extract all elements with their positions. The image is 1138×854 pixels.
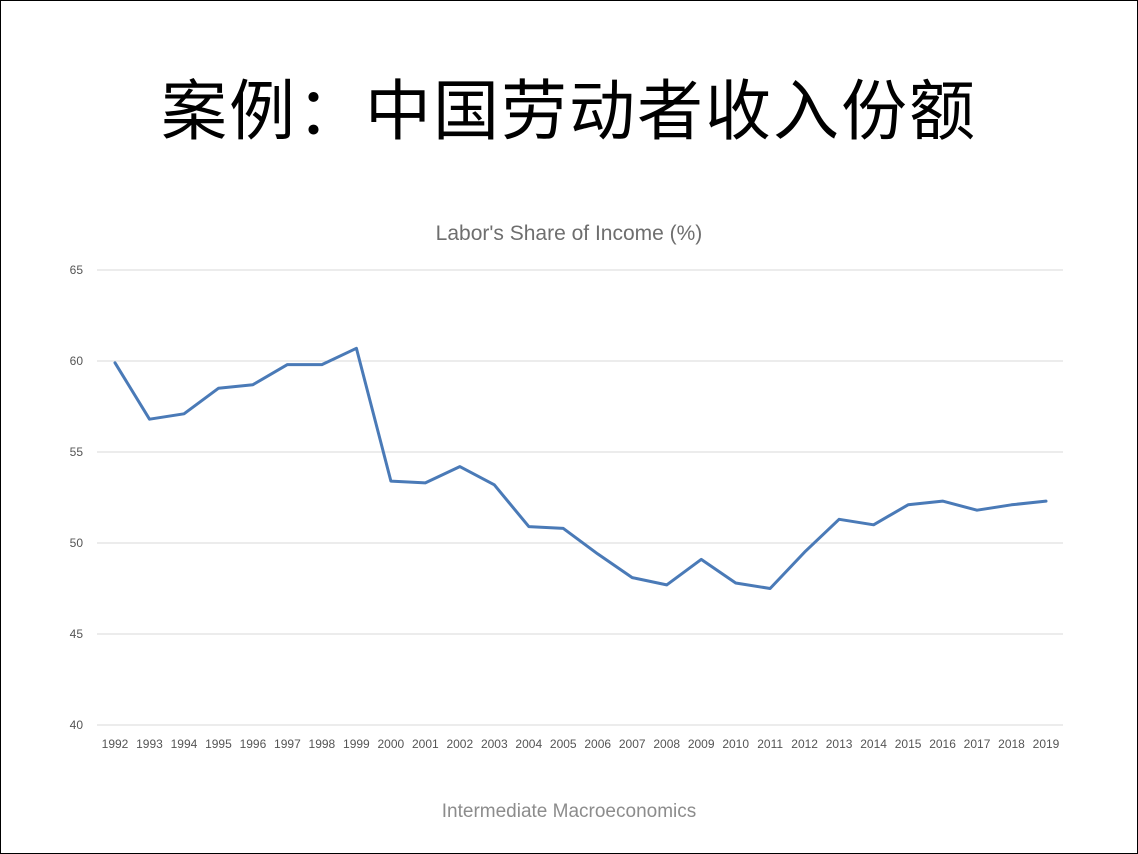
x-tick-label: 2007 [619,737,646,751]
y-tick-label: 65 [70,263,84,277]
x-tick-label: 2014 [860,737,887,751]
x-tick-label: 2000 [378,737,405,751]
x-tick-label: 1992 [102,737,129,751]
x-tick-label: 2011 [757,737,783,751]
slide-title: 案例：中国劳动者收入份额 [161,73,977,150]
y-tick-label: 55 [70,445,84,459]
x-tick-label: 2013 [826,737,853,751]
footer-text: Intermediate Macroeconomics [441,801,697,822]
y-tick-label: 60 [70,354,84,368]
x-tick-label: 2003 [481,737,508,751]
x-tick-label: 1999 [343,737,370,751]
x-tick-label: 2009 [688,737,715,751]
x-tick-label: 1998 [309,737,336,751]
x-tick-label: 1994 [171,737,198,751]
y-tick-label: 45 [70,627,84,641]
x-tick-label: 2001 [412,737,439,751]
x-tick-label: 2005 [550,737,577,751]
x-tick-label: 2012 [791,737,818,751]
chart-title: Labor's Share of Income (%) [436,222,703,245]
x-tick-label: 1996 [240,737,267,751]
series-layer [113,346,1048,590]
x-tick-label: 1993 [136,737,163,751]
x-tick-label: 2019 [1033,737,1060,751]
series-line-0 [113,346,1048,590]
y-tick-label: 50 [70,536,84,550]
x-tick-label: 2015 [895,737,922,751]
x-tick-label: 2004 [515,737,542,751]
x-tick-label: 2018 [998,737,1025,751]
x-tick-label: 2002 [446,737,473,751]
x-tick-label: 2016 [929,737,956,751]
y-tick-label: 40 [70,718,84,732]
gridlines [97,269,1063,726]
x-tick-label: 1995 [205,737,232,751]
x-tick-label: 2010 [722,737,749,751]
x-axis-ticks: 1992 1993 1994 1995 1996 1997 1998 1999 2000 2001… [102,737,1060,751]
x-tick-label: 2006 [584,737,611,751]
y-axis-ticks: 40 45 50 55 60 65 [70,263,84,732]
x-tick-label: 2017 [964,737,991,751]
x-tick-label: 1997 [274,737,301,751]
x-tick-label: 2008 [653,737,680,751]
